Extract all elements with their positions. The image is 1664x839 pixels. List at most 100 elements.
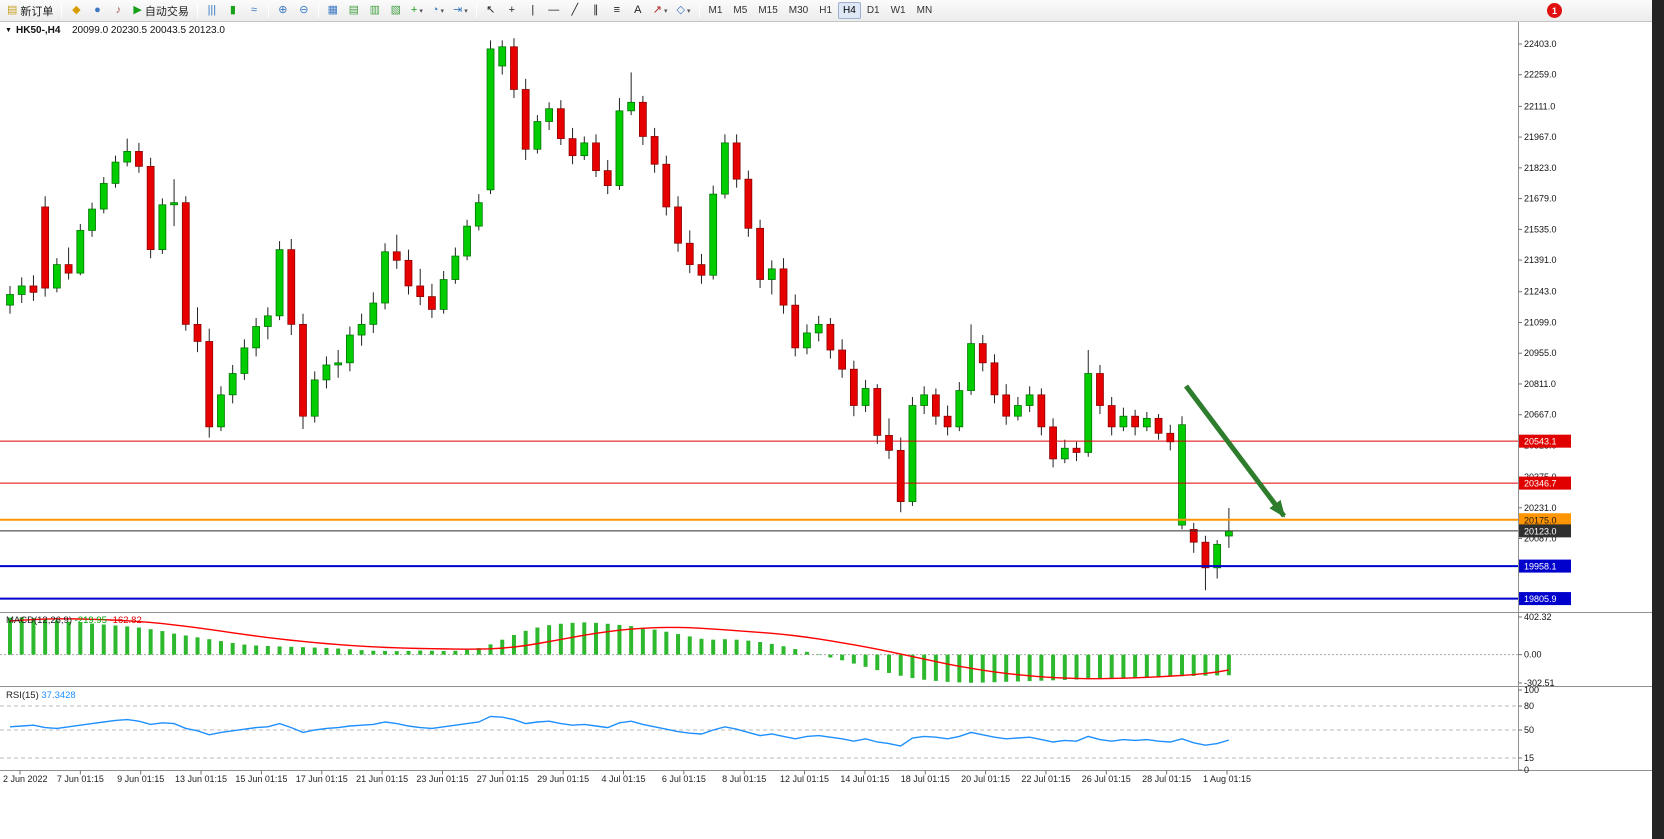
timeframe-d1-button[interactable]: D1: [866, 5, 880, 16]
svg-text:100: 100: [1524, 685, 1539, 695]
price-badge: [1519, 592, 1571, 606]
hline-tool-button[interactable]: —: [544, 2, 564, 20]
market-icon: ◆: [72, 4, 81, 16]
bars-chart-button[interactable]: |||: [202, 2, 222, 20]
play-icon: ▶: [133, 4, 142, 16]
macd-axis[interactable]: 402.32 0.00 -302.51: [1518, 612, 1555, 688]
timeframe-m1-button[interactable]: M1: [708, 5, 723, 16]
shapes-tool-button[interactable]: ◇ ▾: [673, 2, 695, 20]
candles-chart-button[interactable]: ▮: [223, 2, 243, 20]
rsi-label: RSI(15) 37.3428: [6, 690, 76, 701]
svg-text:4 Jul 01:15: 4 Jul 01:15: [601, 774, 645, 784]
svg-text:21243.0: 21243.0: [1524, 287, 1557, 297]
timeframe-h4-button[interactable]: H4: [838, 2, 861, 19]
indicators-icon: ▥: [369, 4, 381, 16]
toolbar-separator: [267, 3, 269, 18]
auto-trading-button[interactable]: ▶ 自动交易: [129, 2, 192, 20]
svg-text:28 Jul 01:15: 28 Jul 01:15: [1142, 774, 1191, 784]
svg-text:80: 80: [1524, 701, 1534, 711]
horizontal-line-icon: —: [548, 4, 560, 16]
text-tool-button[interactable]: A: [628, 2, 648, 20]
new-chart-button[interactable]: + ▾: [407, 2, 427, 20]
macd-signal-line: [9, 618, 1230, 680]
svg-text:18 Jul 01:15: 18 Jul 01:15: [901, 774, 950, 784]
zoom-out-button[interactable]: ⊖: [294, 2, 314, 20]
timeframe-m30-button[interactable]: M30: [788, 5, 809, 16]
channel-icon: ∥: [593, 4, 599, 16]
arrow-marker-icon: ↗: [652, 4, 662, 16]
indicators-button[interactable]: ▥: [365, 2, 385, 20]
shift-right-icon: ⇥: [453, 4, 463, 16]
new-order-button-label: 新订单: [20, 5, 54, 18]
shapes-icon: ◇: [676, 4, 685, 16]
svg-text:29 Jun 01:15: 29 Jun 01:15: [537, 774, 589, 784]
svg-text:12 Jul 01:15: 12 Jul 01:15: [780, 774, 829, 784]
price-badge: [1519, 434, 1571, 448]
timeframe-m15-button[interactable]: M15: [758, 5, 778, 16]
rsi-axis[interactable]: 100 80 50 15 0: [1518, 685, 1540, 775]
arrows-tool-button[interactable]: ↗ ▾: [649, 2, 672, 20]
svg-text:20 Jul 01:15: 20 Jul 01:15: [961, 774, 1010, 784]
timeframe-m5-button[interactable]: M5: [733, 5, 748, 16]
arrange-charts-button[interactable]: ▤: [344, 2, 364, 20]
symbol-label: HK50-,H4: [16, 25, 61, 36]
macd-label: MACD(12,26,9) -219.95 -162.82: [6, 615, 142, 626]
chart-shift-button[interactable]: ⇥ ▾: [449, 2, 472, 20]
new-order-button[interactable]: ▤ 新订单: [3, 2, 57, 20]
svg-text:19805.9: 19805.9: [1524, 594, 1557, 604]
fibonacci-tool-button[interactable]: ≡: [607, 2, 627, 20]
svg-text:402.32: 402.32: [1524, 612, 1552, 622]
horizontal-lines[interactable]: [0, 440, 1518, 600]
svg-text:50: 50: [1524, 725, 1534, 735]
toolbar-separator: [196, 3, 198, 18]
tile-windows-button[interactable]: ▦: [323, 2, 343, 20]
svg-text:20667.0: 20667.0: [1524, 410, 1557, 420]
trend-arrow[interactable]: [1184, 384, 1286, 518]
bars-chart-icon: |||: [207, 4, 217, 16]
line-chart-button[interactable]: ≈: [244, 2, 264, 20]
objects-list-button[interactable]: ▧: [386, 2, 406, 20]
channel-tool-button[interactable]: ∥: [586, 2, 606, 20]
svg-text:0: 0: [1524, 765, 1529, 775]
svg-text:22403.0: 22403.0: [1524, 39, 1557, 49]
line-chart-icon: ≈: [250, 4, 257, 16]
svg-text:21099.0: 21099.0: [1524, 317, 1557, 327]
zoom-in-icon: ⊕: [278, 4, 288, 16]
crosshair-tool-button[interactable]: +: [502, 2, 522, 20]
signals-button[interactable]: ♪: [108, 2, 128, 20]
caret-down-icon: ▾: [419, 7, 423, 15]
timeframe-h1-button[interactable]: H1: [819, 5, 833, 16]
timeframe-mn-button[interactable]: MN: [916, 5, 933, 16]
cursor-tool-button[interactable]: ↖: [481, 2, 501, 20]
objects-list-icon: ▧: [390, 4, 402, 16]
svg-text:22111.0: 22111.0: [1524, 101, 1555, 111]
svg-text:13 Jun 01:15: 13 Jun 01:15: [175, 774, 227, 784]
vertical-line-icon: |: [531, 4, 535, 16]
notification-badge[interactable]: 1: [1547, 3, 1562, 18]
svg-text:17 Jun 01:15: 17 Jun 01:15: [296, 774, 348, 784]
toolbar-separator: [475, 3, 477, 18]
price-badge: [1519, 524, 1571, 538]
svg-text:19958.1: 19958.1: [1524, 562, 1557, 572]
svg-text:6 Jul 01:15: 6 Jul 01:15: [662, 774, 706, 784]
svg-text:26 Jul 01:15: 26 Jul 01:15: [1082, 774, 1131, 784]
caret-down-icon: ▾: [686, 7, 691, 15]
trendline-tool-button[interactable]: ╱: [565, 2, 585, 20]
zoom-in-button[interactable]: ⊕: [273, 2, 293, 20]
svg-text:21679.0: 21679.0: [1524, 194, 1557, 204]
svg-text:21535.0: 21535.0: [1524, 224, 1557, 234]
collapse-icon: ▼: [5, 27, 12, 34]
window-edge-strip: [1652, 0, 1664, 839]
market-button[interactable]: ◆: [66, 2, 86, 20]
timeframe-w1-button[interactable]: W1: [890, 5, 906, 16]
vline-tool-button[interactable]: |: [523, 2, 543, 20]
svg-text:9 Jun 01:15: 9 Jun 01:15: [117, 774, 164, 784]
time-axis[interactable]: 2 Jun 2022 7 Jun 01:15 9 Jun 01:15 13 Jun 0…: [3, 770, 1251, 785]
chart-title: ▼ HK50-,H4 20099.0 20230.5 20043.5 20123.0: [5, 25, 225, 36]
community-button[interactable]: ●: [87, 2, 107, 20]
chart-area[interactable]: 22403.0 22259.0 22111.0 21967.0 21823.0 21679…: [0, 22, 1664, 839]
svg-text:22 Jul 01:15: 22 Jul 01:15: [1021, 774, 1070, 784]
period-button[interactable]: ◔ ▾: [428, 2, 448, 20]
